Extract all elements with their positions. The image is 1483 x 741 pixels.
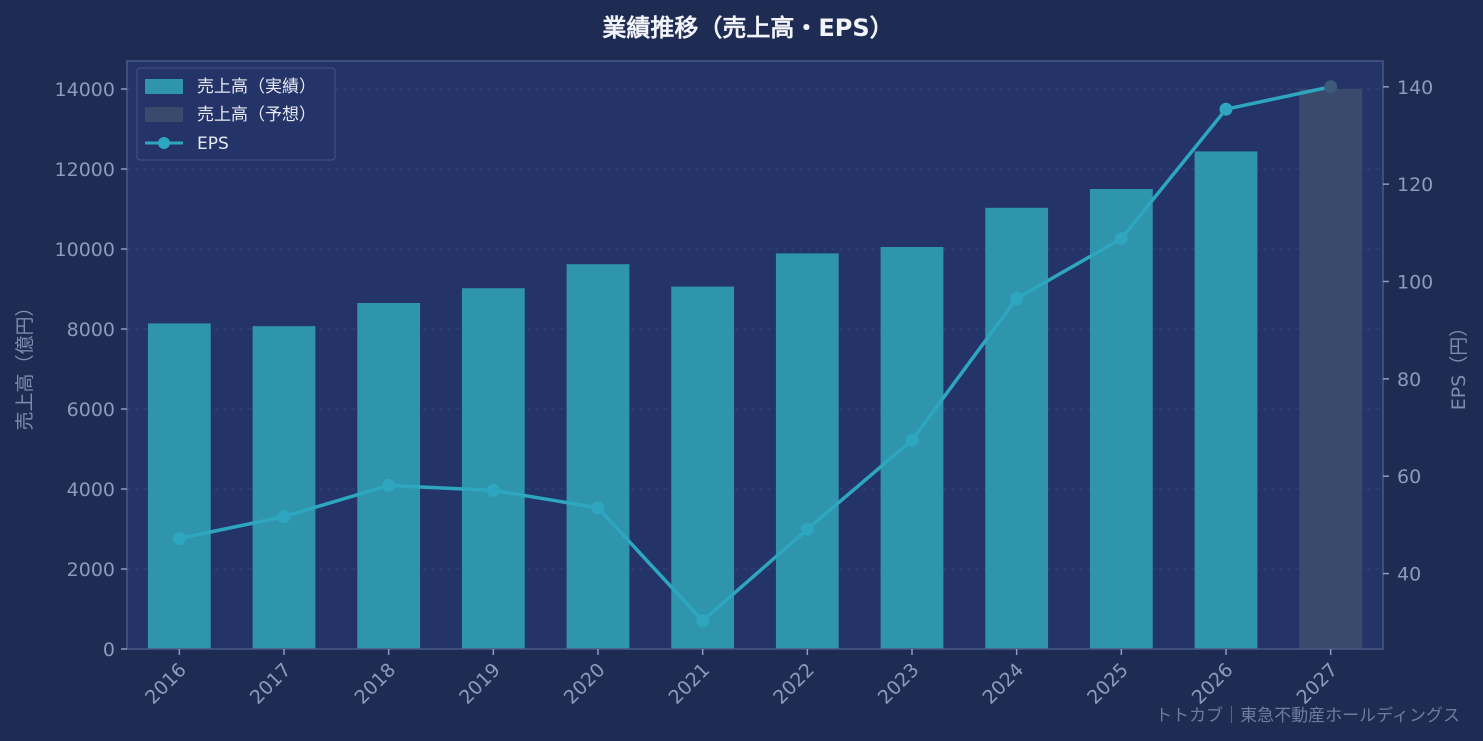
eps-point-2016 [172, 532, 186, 546]
x-tick-label-2020: 2020 [560, 659, 610, 709]
eps-point-2024 [1010, 292, 1024, 306]
left-tick-label: 8000 [67, 319, 115, 341]
bar-2022 [775, 253, 839, 649]
watermark: トトカブ｜東急不動産ホールディングス [1155, 705, 1460, 726]
bar-2026 [1194, 151, 1258, 649]
right-tick-label: 80 [1397, 369, 1421, 391]
x-tick-label-2022: 2022 [769, 659, 819, 709]
chart-title: 業績推移（売上高・EPS） [602, 14, 893, 42]
x-tick-label-2025: 2025 [1083, 659, 1133, 709]
bar-2021 [671, 286, 735, 649]
right-axis-title: EPS（円） [1448, 318, 1470, 411]
bar-2025 [1089, 189, 1153, 649]
left-tick-label: 12000 [55, 159, 115, 181]
legend-label-eps: EPS [197, 134, 229, 154]
bar-2024 [985, 207, 1049, 650]
x-tick-label-2027: 2027 [1292, 659, 1342, 709]
left-tick-label: 10000 [55, 239, 115, 261]
eps-point-2019 [486, 483, 500, 497]
x-tick-label-2016: 2016 [141, 659, 191, 709]
legend-box [136, 67, 336, 161]
x-tick-label-2026: 2026 [1188, 659, 1238, 709]
right-tick-label: 60 [1397, 466, 1421, 488]
bar-2019 [461, 288, 525, 649]
right-tick-label: 140 [1397, 77, 1433, 99]
x-tick-label-2019: 2019 [455, 659, 505, 709]
plot-area [127, 61, 1383, 649]
eps-point-2020 [591, 501, 605, 515]
left-axis-ticks: 0 2000 4000 6000 8000 10000 12000 14000 [55, 79, 127, 661]
legend: 売上高（実績） 売上高（予想） EPS [136, 67, 336, 161]
left-tick-label: 6000 [67, 399, 115, 421]
bar-2017 [252, 326, 316, 649]
legend-swatch-forecast [145, 107, 183, 122]
eps-line [178, 85, 1332, 623]
x-tick-label-2017: 2017 [246, 659, 296, 709]
left-tick-label: 14000 [55, 79, 115, 101]
x-axis-ticks: 2016 2017 2018 2019 2020 2021 2022 2023 2024 2025… [141, 649, 1342, 709]
right-tick-label: 100 [1397, 272, 1433, 294]
x-tick-label-2023: 2023 [874, 659, 924, 709]
grid-lines [127, 88, 1383, 570]
x-tick-label-2018: 2018 [350, 659, 400, 709]
bar-2027 [1299, 89, 1363, 649]
eps-point-2023 [905, 433, 919, 447]
plot-frame [126, 60, 1384, 650]
left-tick-label: 4000 [67, 479, 115, 501]
bar-2020 [566, 264, 630, 649]
axes-group [126, 60, 1384, 650]
left-axis-title: 売上高（億円） [14, 297, 36, 430]
eps-point-2027 [1324, 80, 1338, 94]
eps-point-2025 [1114, 232, 1128, 246]
eps-point-2017 [277, 510, 291, 524]
eps-line-group [172, 80, 1338, 628]
bar-2016 [147, 323, 211, 649]
bar-2018 [357, 303, 421, 649]
left-tick-label: 2000 [67, 559, 115, 581]
left-tick-label: 0 [103, 639, 115, 661]
right-axis-ticks: 40 60 80 100 120 140 [1383, 77, 1433, 586]
legend-swatch-eps-marker [158, 137, 170, 149]
bar-2023 [880, 247, 944, 649]
right-tick-label: 120 [1397, 174, 1433, 196]
eps-point-2022 [800, 522, 814, 536]
legend-label-forecast: 売上高（予想） [197, 105, 316, 125]
legend-label-actual: 売上高（実績） [197, 77, 316, 97]
eps-point-2021 [696, 614, 710, 628]
eps-point-2026 [1219, 102, 1233, 116]
x-tick-label-2021: 2021 [664, 659, 714, 709]
legend-swatch-actual [145, 79, 183, 94]
x-tick-label-2024: 2024 [978, 659, 1028, 709]
right-tick-label: 40 [1397, 564, 1421, 586]
eps-point-2018 [382, 478, 396, 492]
bars-group [147, 89, 1363, 650]
